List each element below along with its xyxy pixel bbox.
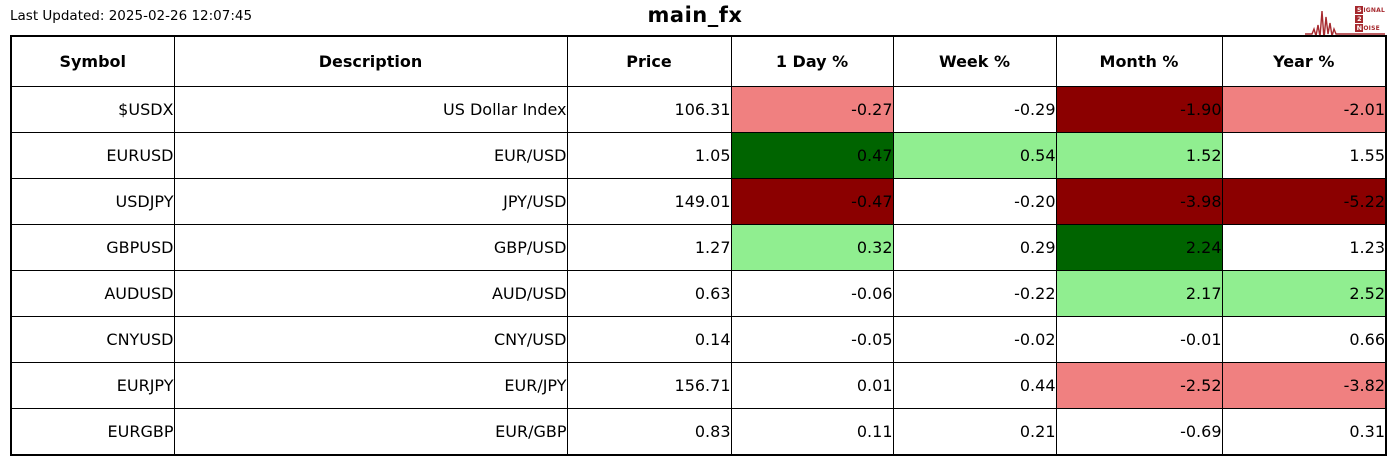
cell-year: -3.82 xyxy=(1221,362,1387,409)
cell-price: 1.27 xyxy=(566,224,732,271)
logo-line-noise: N OISE xyxy=(1355,24,1385,32)
cell-year: 0.31 xyxy=(1221,408,1387,456)
cell-month: 2.17 xyxy=(1055,270,1223,317)
logo-letterbox: S xyxy=(1355,6,1364,14)
cell-1day: 0.11 xyxy=(730,408,894,456)
cell-week: 0.44 xyxy=(892,362,1057,409)
cell-year: -5.22 xyxy=(1221,178,1387,225)
cell-price: 0.14 xyxy=(566,316,732,363)
cell-description: EUR/GBP xyxy=(173,408,568,456)
cell-price: 0.63 xyxy=(566,270,732,317)
cell-1day: 0.32 xyxy=(730,224,894,271)
logo-line-2: 2 xyxy=(1355,15,1385,23)
cell-1day: -0.27 xyxy=(730,86,894,133)
column-header-year: Year % xyxy=(1221,35,1387,87)
cell-week: 0.54 xyxy=(892,132,1057,179)
cell-symbol: EURGBP xyxy=(10,408,175,456)
logo-word: IGNAL xyxy=(1363,6,1385,14)
cell-month: 1.52 xyxy=(1055,132,1223,179)
logo-word: OISE xyxy=(1363,24,1380,32)
table-row: USDJPY JPY/USD 149.01 -0.47 -0.20 -3.98 … xyxy=(10,178,1387,225)
logo-text: S IGNAL 2 N OISE xyxy=(1355,6,1385,32)
column-header-price: Price xyxy=(566,35,732,87)
cell-year: 2.52 xyxy=(1221,270,1387,317)
cell-month: -0.69 xyxy=(1055,408,1223,456)
cell-description: JPY/USD xyxy=(173,178,568,225)
cell-price: 149.01 xyxy=(566,178,732,225)
logo-letterbox: 2 xyxy=(1355,15,1364,23)
cell-symbol: EURJPY xyxy=(10,362,175,409)
cell-price: 0.83 xyxy=(566,408,732,456)
cell-week: -0.20 xyxy=(892,178,1057,225)
fx-table: Symbol Description Price 1 Day % Week % … xyxy=(10,35,1387,456)
cell-1day: 0.01 xyxy=(730,362,894,409)
cell-description: US Dollar Index xyxy=(173,86,568,133)
cell-price: 156.71 xyxy=(566,362,732,409)
cell-week: -0.29 xyxy=(892,86,1057,133)
cell-month: -3.98 xyxy=(1055,178,1223,225)
table-row: EURJPY EUR/JPY 156.71 0.01 0.44 -2.52 -3… xyxy=(10,362,1387,409)
cell-1day: -0.05 xyxy=(730,316,894,363)
column-header-description: Description xyxy=(173,35,568,87)
table-row: EURGBP EUR/GBP 0.83 0.11 0.21 -0.69 0.31 xyxy=(10,408,1387,456)
cell-month: -0.01 xyxy=(1055,316,1223,363)
table-row: AUDUSD AUD/USD 0.63 -0.06 -0.22 2.17 2.5… xyxy=(10,270,1387,317)
cell-symbol: AUDUSD xyxy=(10,270,175,317)
logo-line-signal: S IGNAL xyxy=(1355,6,1385,14)
cell-year: 0.66 xyxy=(1221,316,1387,363)
table-row: EURUSD EUR/USD 1.05 0.47 0.54 1.52 1.55 xyxy=(10,132,1387,179)
cell-1day: -0.47 xyxy=(730,178,894,225)
cell-week: 0.29 xyxy=(892,224,1057,271)
cell-month: -2.52 xyxy=(1055,362,1223,409)
logo-letterbox: N xyxy=(1355,24,1364,32)
cell-description: CNY/USD xyxy=(173,316,568,363)
cell-symbol: $USDX xyxy=(10,86,175,133)
header-row: Symbol Description Price 1 Day % Week % … xyxy=(10,35,1387,87)
cell-1day: -0.06 xyxy=(730,270,894,317)
column-header-1day: 1 Day % xyxy=(730,35,894,87)
cell-month: 2.24 xyxy=(1055,224,1223,271)
cell-week: -0.22 xyxy=(892,270,1057,317)
cell-month: -1.90 xyxy=(1055,86,1223,133)
cell-symbol: GBPUSD xyxy=(10,224,175,271)
cell-description: AUD/USD xyxy=(173,270,568,317)
column-header-symbol: Symbol xyxy=(10,35,175,87)
table-row: $USDX US Dollar Index 106.31 -0.27 -0.29… xyxy=(10,86,1387,133)
table-row: CNYUSD CNY/USD 0.14 -0.05 -0.02 -0.01 0.… xyxy=(10,316,1387,363)
cell-symbol: CNYUSD xyxy=(10,316,175,363)
cell-symbol: EURUSD xyxy=(10,132,175,179)
column-header-week: Week % xyxy=(892,35,1057,87)
cell-1day: 0.47 xyxy=(730,132,894,179)
cell-description: EUR/JPY xyxy=(173,362,568,409)
last-updated-timestamp: Last Updated: 2025-02-26 12:07:45 xyxy=(10,8,253,24)
cell-symbol: USDJPY xyxy=(10,178,175,225)
cell-year: 1.55 xyxy=(1221,132,1387,179)
cell-price: 106.31 xyxy=(566,86,732,133)
cell-year: 1.23 xyxy=(1221,224,1387,271)
cell-year: -2.01 xyxy=(1221,86,1387,133)
cell-price: 1.05 xyxy=(566,132,732,179)
cell-week: -0.02 xyxy=(892,316,1057,363)
table-row: GBPUSD GBP/USD 1.27 0.32 0.29 2.24 1.23 xyxy=(10,224,1387,271)
cell-description: GBP/USD xyxy=(173,224,568,271)
page-title: main_fx xyxy=(647,3,743,27)
cell-week: 0.21 xyxy=(892,408,1057,456)
cell-description: EUR/USD xyxy=(173,132,568,179)
column-header-month: Month % xyxy=(1055,35,1223,87)
